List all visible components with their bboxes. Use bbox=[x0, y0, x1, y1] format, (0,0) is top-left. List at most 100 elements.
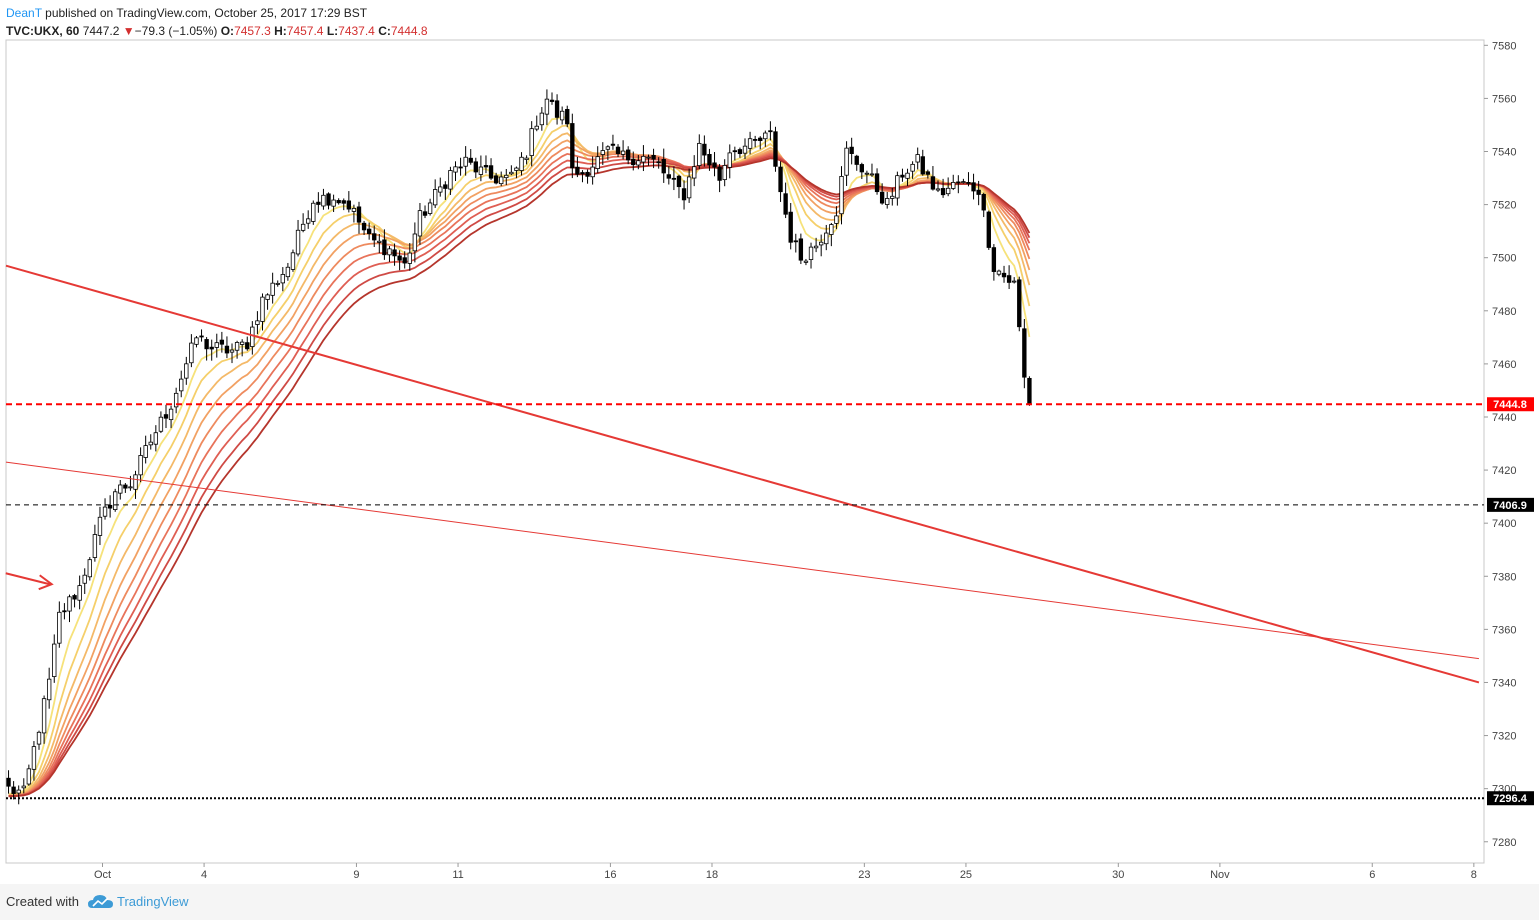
candle-body bbox=[41, 698, 47, 734]
created-with-text: Created with bbox=[6, 894, 79, 909]
candle-body bbox=[219, 339, 225, 345]
trendline bbox=[5, 264, 1480, 684]
candle-body bbox=[138, 455, 143, 476]
y-tick-label: 7540 bbox=[1492, 147, 1516, 159]
candle-body bbox=[819, 241, 824, 246]
candle-body bbox=[580, 172, 585, 175]
candle-body bbox=[605, 146, 611, 150]
change-arrow-icon: ▼ bbox=[122, 24, 135, 38]
candle-body bbox=[204, 339, 209, 350]
candle-body bbox=[879, 191, 885, 204]
candle-body bbox=[986, 211, 991, 248]
candle-body bbox=[275, 282, 280, 285]
trendline bbox=[5, 461, 1479, 660]
candle-body bbox=[366, 228, 372, 234]
candle-body bbox=[336, 200, 341, 204]
candle-body bbox=[570, 123, 575, 169]
close-value: 7444.8 bbox=[390, 24, 428, 38]
candle-body bbox=[168, 408, 174, 421]
candle-body bbox=[504, 174, 509, 179]
y-tick-label: 7380 bbox=[1492, 571, 1516, 583]
candle-body bbox=[224, 345, 230, 354]
candle-body bbox=[443, 184, 448, 189]
candle-body bbox=[412, 233, 418, 252]
candle-body bbox=[945, 187, 951, 195]
ma-ribbon bbox=[8, 115, 1031, 798]
change-value: −79.3 (−1.05%) bbox=[134, 24, 218, 38]
candle-body bbox=[702, 143, 707, 156]
candle-body bbox=[483, 165, 489, 168]
candle-body bbox=[585, 171, 590, 177]
candle-body bbox=[768, 130, 773, 133]
candle-body bbox=[824, 232, 829, 245]
candle-body bbox=[290, 252, 296, 270]
candle-body bbox=[92, 534, 98, 558]
candle-body bbox=[798, 238, 804, 261]
candle-body bbox=[295, 229, 301, 255]
candle-body bbox=[123, 484, 128, 489]
candle-body bbox=[631, 158, 636, 166]
candle-body bbox=[544, 98, 550, 115]
candle-body bbox=[839, 176, 844, 215]
candle-body bbox=[448, 170, 453, 190]
candle-body bbox=[773, 131, 778, 167]
candle-body bbox=[1001, 272, 1007, 278]
candle-body bbox=[245, 342, 250, 350]
candle-body bbox=[234, 342, 240, 351]
candle-body bbox=[407, 252, 412, 264]
candle-body bbox=[189, 342, 194, 364]
candle-body bbox=[488, 165, 494, 179]
candle-body bbox=[316, 201, 321, 205]
candle-body bbox=[590, 166, 595, 178]
candle-body bbox=[763, 132, 768, 140]
candle-body bbox=[666, 174, 671, 179]
candle-body bbox=[620, 150, 626, 155]
candle-body bbox=[402, 257, 407, 264]
candle-body bbox=[890, 195, 895, 199]
candle-body bbox=[549, 99, 555, 102]
y-tick-label: 7440 bbox=[1492, 412, 1516, 424]
candle-body bbox=[377, 240, 382, 243]
author-link[interactable]: DeanT bbox=[6, 6, 42, 20]
candle-body bbox=[128, 486, 133, 489]
candle-body bbox=[346, 200, 352, 210]
candle-body bbox=[473, 161, 478, 173]
price-chart[interactable]: 7280730073207340736073807400742074407460… bbox=[0, 0, 1539, 884]
candle-body bbox=[859, 164, 864, 173]
ma-line bbox=[8, 115, 1031, 795]
y-tick-label: 7560 bbox=[1492, 93, 1516, 105]
candle-body bbox=[793, 240, 798, 243]
x-tick-label: 23 bbox=[858, 869, 870, 881]
candle-body bbox=[239, 341, 245, 345]
candle-body bbox=[372, 233, 377, 241]
candle-body bbox=[31, 746, 37, 770]
candle-body bbox=[87, 559, 92, 578]
candle-body bbox=[143, 445, 148, 458]
candle-body bbox=[26, 768, 32, 785]
close-label: C: bbox=[378, 24, 391, 38]
candle-body bbox=[951, 181, 956, 189]
candle-body bbox=[885, 198, 890, 205]
candle-body bbox=[382, 239, 387, 256]
candle-body bbox=[692, 166, 697, 179]
candle-body bbox=[311, 202, 316, 222]
candle-body bbox=[600, 150, 605, 155]
candle-body bbox=[6, 777, 11, 787]
candle-body bbox=[113, 491, 118, 510]
candle-body bbox=[82, 574, 87, 584]
candle-body bbox=[21, 785, 26, 789]
candle-body bbox=[356, 206, 362, 223]
candle-body bbox=[1012, 280, 1017, 283]
x-tick-label: 11 bbox=[452, 869, 463, 881]
candle-body bbox=[813, 245, 819, 249]
tradingview-logo-icon[interactable] bbox=[88, 894, 114, 910]
candle-body bbox=[849, 146, 854, 154]
x-tick-label: 6 bbox=[1369, 869, 1375, 881]
symbol-label[interactable]: TVC:UKX, 60 bbox=[6, 24, 80, 38]
candle-body bbox=[514, 167, 519, 171]
candle-body bbox=[661, 159, 666, 174]
tradingview-link[interactable]: TradingView bbox=[117, 894, 189, 909]
candle-body bbox=[641, 155, 646, 163]
ma-line bbox=[8, 152, 1031, 797]
candle-body bbox=[961, 181, 966, 183]
